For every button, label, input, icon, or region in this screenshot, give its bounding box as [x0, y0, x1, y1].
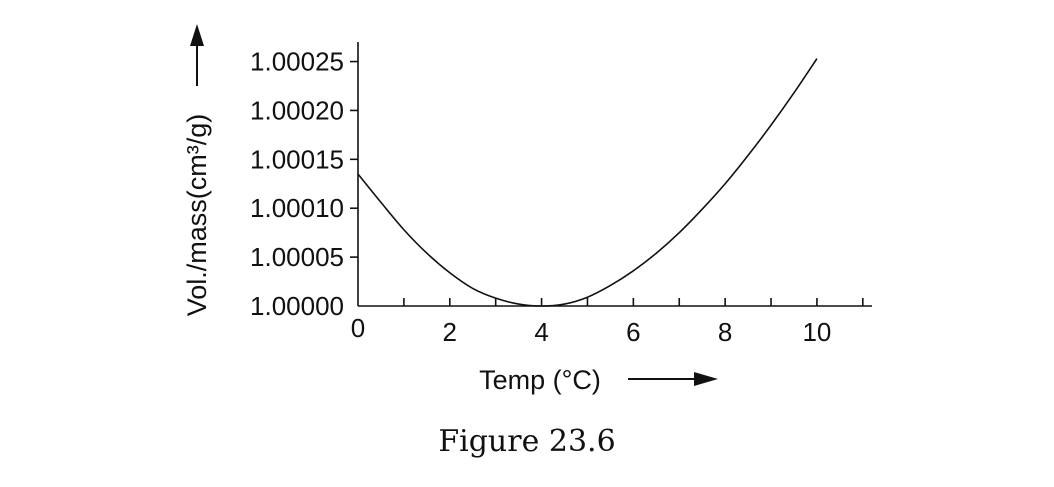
axes	[357, 42, 872, 307]
y-ticks: 1.00000 1.00005 1.00010 1.00015 1.00020 1.000…	[250, 47, 358, 321]
y-tick-label: 1.00005	[250, 242, 344, 272]
y-axis-arrow-icon	[190, 24, 204, 86]
x-axis-label: Temp (°C)	[479, 365, 601, 395]
y-tick-label: 1.00025	[250, 47, 344, 77]
x-tick-label: 2	[443, 317, 457, 347]
x-tick-label: 4	[534, 317, 548, 347]
y-tick-label: 1.00000	[250, 291, 344, 321]
y-tick-label: 1.00010	[250, 193, 344, 223]
y-tick-label: 1.00020	[250, 95, 344, 125]
y-tick-label: 1.00015	[250, 144, 344, 174]
x-tick-label: 6	[626, 317, 640, 347]
x-tick-label: 8	[718, 317, 732, 347]
x-axis-arrow-icon	[628, 372, 718, 386]
x-tick-label: 10	[802, 317, 831, 347]
y-axis-label: Vol./mass(cm³/g)	[182, 114, 212, 317]
figure-caption: Figure 23.6	[438, 424, 615, 459]
x-ticks: 0 2 4 6 8 10	[351, 298, 864, 347]
x-tick-label: 0	[351, 313, 365, 343]
series-line	[357, 58, 818, 307]
